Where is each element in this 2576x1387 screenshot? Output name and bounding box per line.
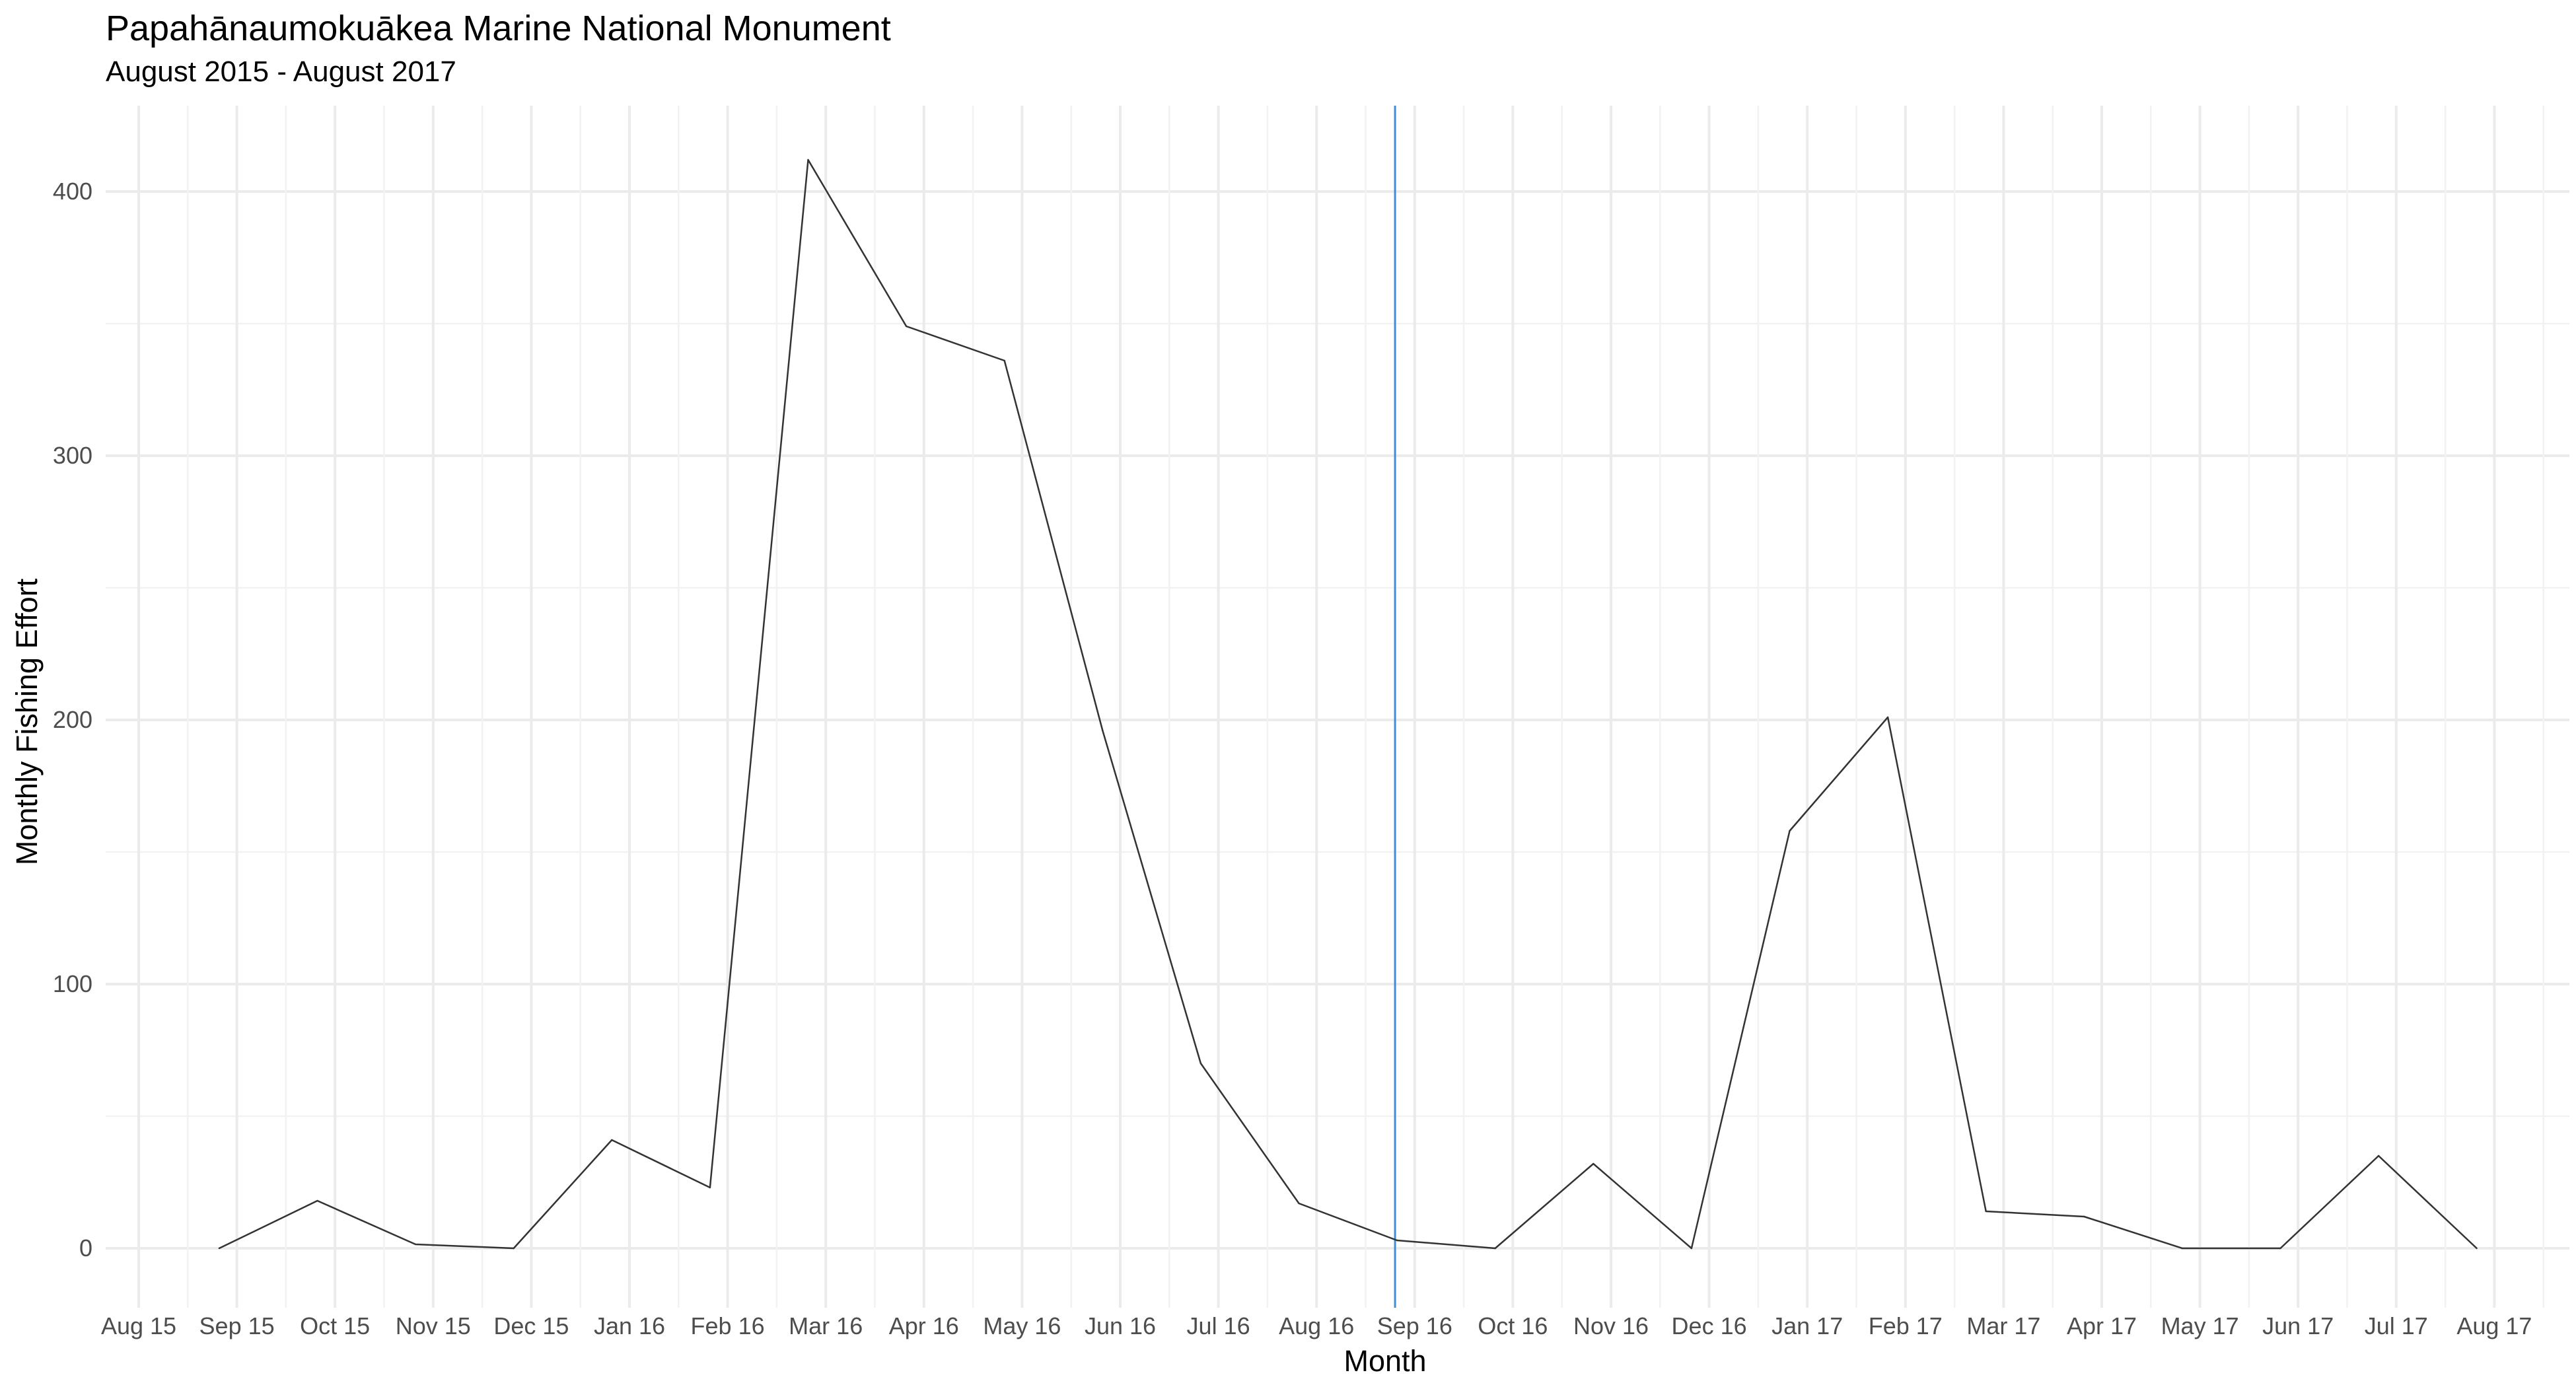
data-point [513,1247,515,1250]
data-point [2083,1215,2085,1218]
x-tick-label: Oct 16 [1478,1312,1548,1339]
data-point [1003,359,1005,362]
data-point [611,1139,613,1141]
x-axis-title: Month [1343,1344,1426,1378]
data-point [218,1247,221,1250]
x-tick-label: Sep 15 [199,1312,275,1339]
chart-subtitle: August 2015 - August 2017 [106,55,456,88]
data-point [1592,1162,1594,1165]
x-tick-label: Jul 17 [2365,1312,2428,1339]
data-point [1396,1239,1398,1242]
x-tick-label: Feb 16 [691,1312,765,1339]
y-axis-title: Monthly Fishing Effort [10,578,44,865]
data-layer [218,106,2478,1308]
x-tick-label: Jan 17 [1771,1312,1843,1339]
y-tick-label: 300 [53,442,92,469]
y-tick-label: 200 [53,706,92,733]
x-tick-label: Sep 16 [1377,1312,1452,1339]
data-point [414,1243,417,1246]
data-point [1494,1247,1496,1250]
y-tick-label: 0 [79,1234,92,1262]
data-point [905,325,908,328]
tick-layer: 0 100 200 300 400 Aug 15 Sep 15 Oct 15 Nov 15 Dec… [53,178,2532,1339]
data-point [2279,1247,2281,1250]
x-tick-label: Dec 15 [493,1312,569,1339]
data-point [316,1199,318,1202]
data-point [1102,729,1104,732]
y-tick-label: 100 [53,970,92,997]
data-point [2476,1247,2478,1250]
x-tick-label: Nov 15 [396,1312,471,1339]
grid-layer [106,106,2569,1308]
data-point [1886,716,1889,719]
data-point [709,1186,711,1189]
x-tick-label: Mar 17 [1966,1312,2040,1339]
x-tick-label: Apr 17 [2067,1312,2137,1339]
x-tick-label: Jul 16 [1187,1312,1250,1339]
chart-title: Papahānaumokuākea Marine National Monume… [106,9,891,48]
data-point [1298,1202,1300,1205]
data-point [2181,1247,2184,1250]
y-tick-label: 400 [53,178,92,205]
data-point [807,159,809,161]
x-tick-label: Jan 16 [594,1312,665,1339]
data-point [2377,1155,2380,1157]
x-tick-label: Aug 16 [1279,1312,1354,1339]
x-tick-label: Aug 17 [2456,1312,2532,1339]
data-point [1199,1062,1202,1065]
x-tick-label: Jun 17 [2262,1312,2334,1339]
x-tick-label: Feb 17 [1869,1312,1943,1339]
x-tick-label: Mar 16 [789,1312,863,1339]
x-tick-label: Aug 15 [101,1312,176,1339]
x-tick-label: May 16 [983,1312,1061,1339]
data-point [1789,830,1791,832]
series-line [219,159,2478,1250]
x-tick-label: May 17 [2161,1312,2239,1339]
x-tick-label: Oct 15 [300,1312,370,1339]
x-tick-label: Nov 16 [1573,1312,1649,1339]
x-tick-label: Apr 16 [889,1312,959,1339]
x-tick-label: Dec 16 [1672,1312,1747,1339]
data-point [1985,1210,1987,1213]
data-point [1690,1247,1693,1250]
x-tick-label: Jun 16 [1085,1312,1156,1339]
